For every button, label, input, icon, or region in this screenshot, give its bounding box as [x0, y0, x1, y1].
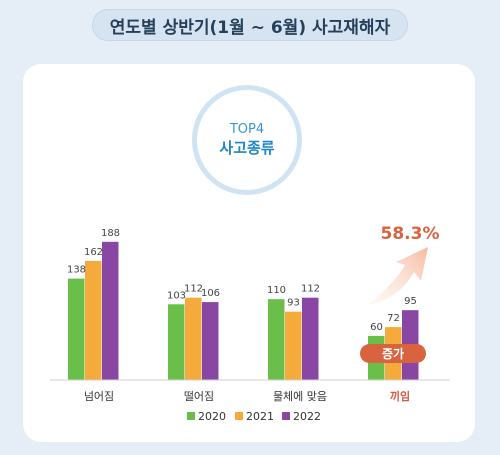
category-label-2: 물체에 맞음 [273, 390, 327, 403]
value-label-2022-3: 95 [404, 296, 417, 307]
bar-2020-2 [268, 299, 285, 380]
value-label-2022-0: 188 [101, 228, 120, 239]
value-label-2022-1: 106 [201, 288, 220, 299]
bar-2020-1 [168, 304, 185, 380]
badge-top-label: TOP4 [229, 122, 265, 137]
legend-swatch-2020 [187, 412, 195, 420]
value-label-2020-2: 110 [267, 285, 286, 296]
bar-2020-0 [68, 278, 85, 380]
increase-tag-label: 증가 [382, 346, 404, 361]
increase-percent: 58.3% [381, 224, 440, 244]
top4-badge: TOP4 사고종류 [192, 85, 302, 195]
value-label-2021-1: 112 [184, 284, 203, 295]
value-label-2020-3: 60 [370, 322, 383, 333]
category-label-1: 떨어짐 [184, 390, 214, 403]
category-label-3: 끼임 [390, 389, 410, 403]
legend-label-2022: 2022 [293, 410, 321, 423]
legend-swatch-2021 [235, 412, 243, 420]
increase-tag [360, 344, 426, 363]
increase-arrow-icon [368, 247, 428, 305]
bar-2021-1 [185, 297, 202, 380]
value-label-2021-2: 93 [287, 298, 300, 309]
value-label-2020-0: 138 [67, 265, 86, 276]
value-label-2020-1: 103 [167, 290, 186, 301]
bar-2021-2 [285, 311, 302, 380]
category-label-0: 넘어짐 [84, 390, 114, 403]
bar-2022-1 [202, 302, 219, 380]
legend-label-2020: 2020 [198, 410, 226, 423]
value-label-2022-2: 112 [301, 284, 320, 295]
legend-label-2021: 2021 [246, 410, 274, 423]
bar-2022-0 [102, 241, 119, 380]
value-label-2021-3: 72 [387, 313, 400, 324]
page-title: 연도별 상반기(1월 ~ 6월) 사고재해자 [92, 9, 408, 41]
bar-2022-2 [302, 297, 319, 380]
badge-main-label: 사고종류 [219, 139, 275, 157]
bar-2021-0 [85, 260, 102, 380]
value-label-2021-0: 162 [84, 247, 103, 258]
legend-swatch-2022 [282, 412, 290, 420]
